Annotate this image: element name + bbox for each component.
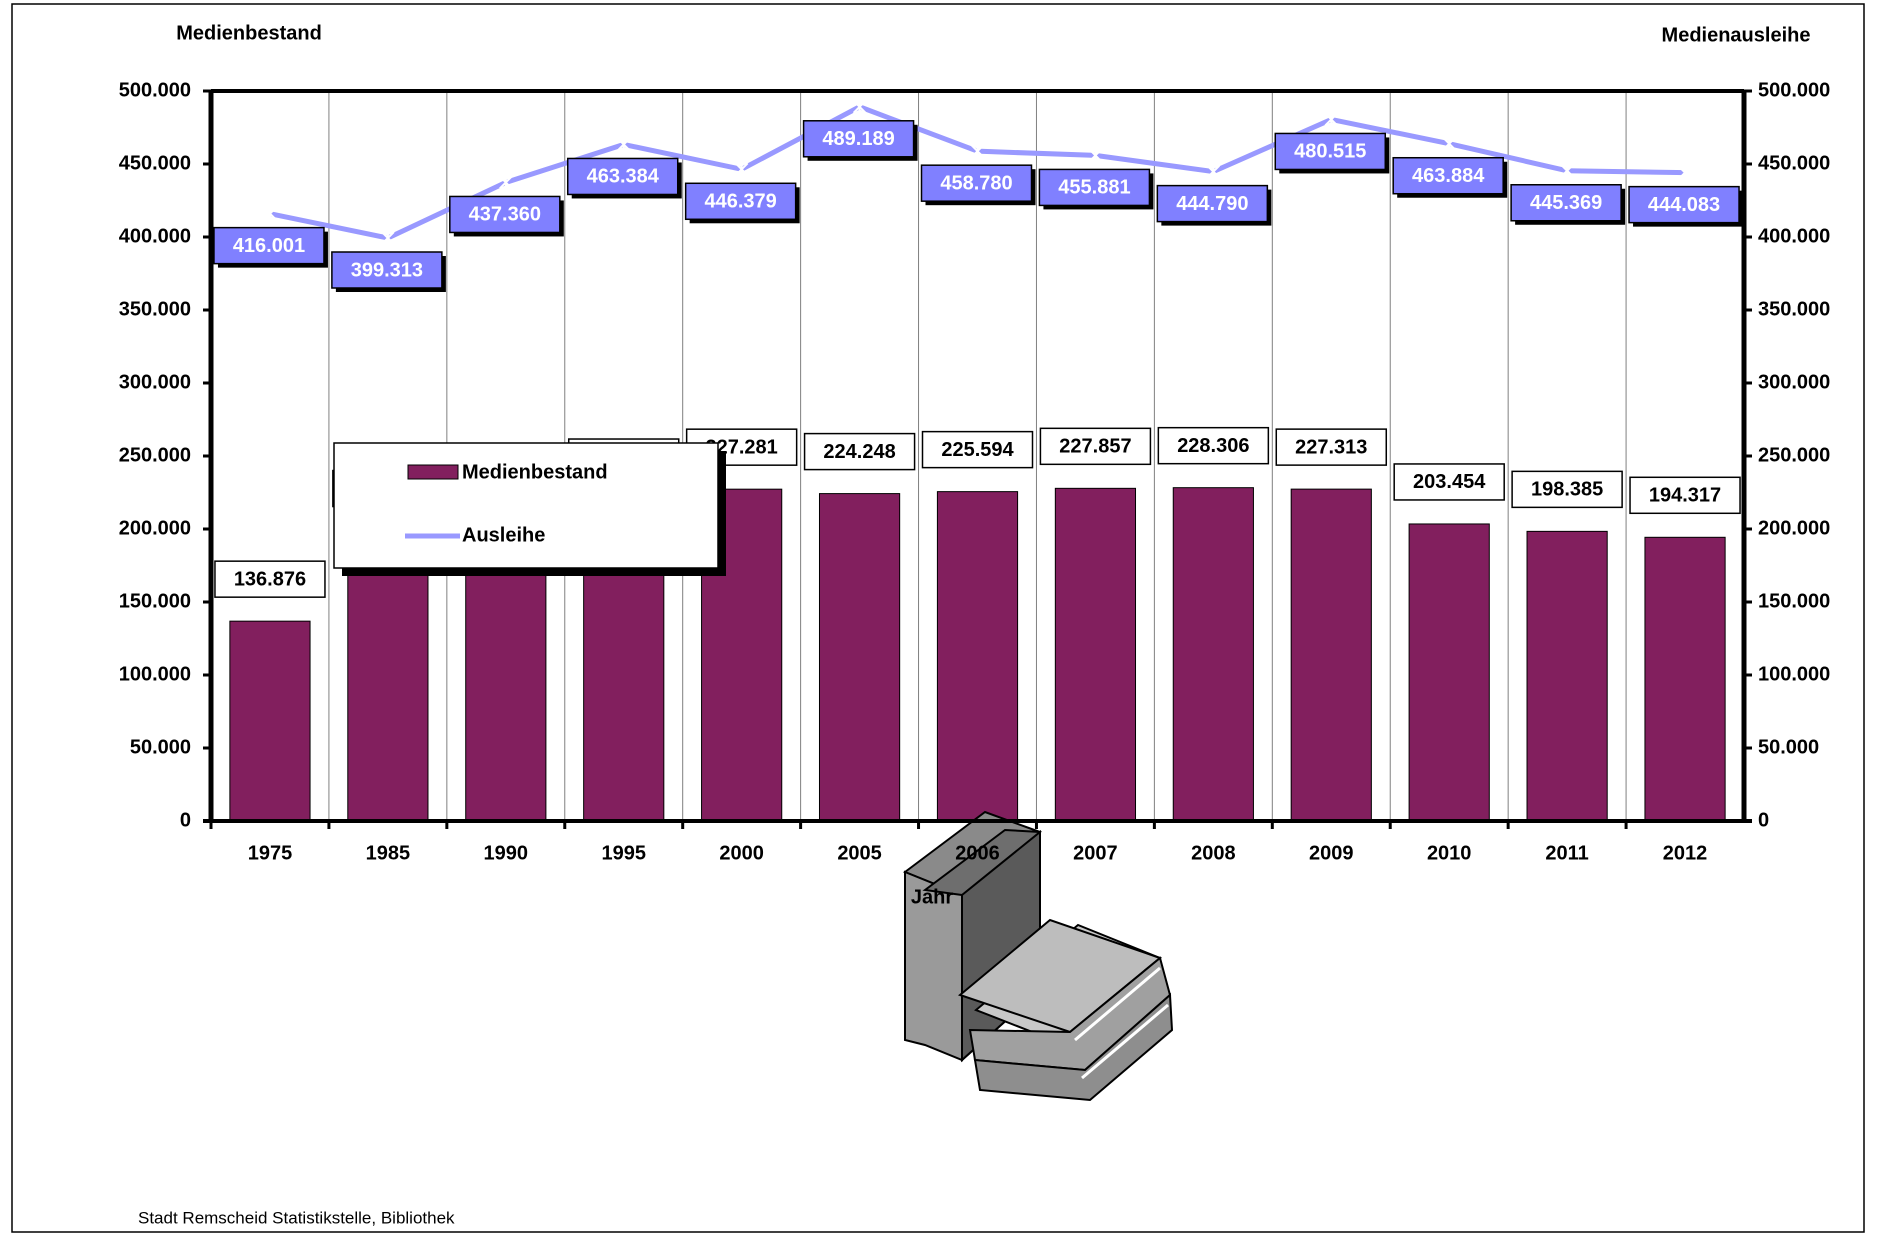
bar-label: 203.454	[1413, 471, 1486, 493]
y2-tick-label: 250.000	[1758, 444, 1830, 466]
line-label: 463.884	[1412, 165, 1485, 187]
line-label: 489.189	[822, 128, 894, 150]
y-tick-label: 300.000	[119, 371, 191, 393]
line-label: 455.881	[1058, 177, 1130, 199]
x-tick-label: 1975	[248, 842, 293, 864]
line-label: 437.360	[469, 204, 541, 226]
x-axis-title: Jahr	[911, 886, 953, 908]
line-label: 444.790	[1176, 193, 1248, 215]
line-label: 444.083	[1648, 194, 1720, 216]
legend-label: Ausleihe	[462, 524, 545, 546]
bar	[1055, 488, 1135, 821]
line-label: 399.313	[351, 259, 423, 281]
bar-label: 227.857	[1059, 436, 1131, 458]
bar-label: 227.313	[1295, 436, 1367, 458]
y2-tick-label: 0	[1758, 809, 1769, 831]
y-tick-label: 200.000	[119, 517, 191, 539]
bar-label: 194.317	[1649, 485, 1721, 507]
y2-tick-label: 350.000	[1758, 298, 1830, 320]
bar	[819, 494, 899, 821]
y2-tick-label: 500.000	[1758, 79, 1830, 101]
bar	[230, 621, 310, 821]
line-label: 480.515	[1294, 141, 1366, 163]
x-tick-label: 2005	[837, 842, 882, 864]
bar	[1645, 537, 1725, 821]
chart: 0 50.000 100.000 150.000 200.000 250.000 300.0…	[0, 0, 1877, 1237]
y-tick-label: 450.000	[119, 152, 191, 174]
y-tick-label: 400.000	[119, 225, 191, 247]
y2-tick-label: 450.000	[1758, 152, 1830, 174]
line-label: 446.379	[705, 191, 777, 213]
x-tick-label: 1995	[601, 842, 646, 864]
bar-label: 225.594	[941, 439, 1014, 461]
source-note: Stadt Remscheid Statistikstelle, Bibliot…	[138, 1208, 455, 1227]
line-label: 458.780	[940, 172, 1012, 194]
bar-label: 224.248	[823, 441, 895, 463]
x-tick-label: 2012	[1663, 842, 1708, 864]
line-label: 445.369	[1530, 192, 1602, 214]
line-label: 416.001	[233, 235, 305, 257]
x-tick-label: 1990	[484, 842, 529, 864]
y-tick-label: 50.000	[130, 736, 191, 758]
y-axis-title: Medienbestand	[176, 22, 322, 44]
y-tick-label: 350.000	[119, 298, 191, 320]
legend: Medienbestand Ausleihe	[334, 443, 726, 576]
x-tick-label: 2007	[1073, 842, 1118, 864]
y-tick-label: 100.000	[119, 663, 191, 685]
y-tick-label: 0	[180, 809, 191, 831]
x-tick-label: 1985	[366, 842, 411, 864]
y2-tick-label: 400.000	[1758, 225, 1830, 247]
y-tick-label: 150.000	[119, 590, 191, 612]
y2-tick-label: 300.000	[1758, 371, 1830, 393]
bar	[1173, 488, 1253, 821]
y-tick-label: 250.000	[119, 444, 191, 466]
line-label: 463.384	[587, 166, 660, 188]
x-tick-label: 2006	[955, 842, 1000, 864]
bar	[1291, 489, 1371, 821]
bar-label: 136.876	[234, 568, 306, 590]
legend-label: Medienbestand	[462, 461, 608, 483]
y2-tick-label: 100.000	[1758, 663, 1830, 685]
bar	[1527, 531, 1607, 821]
bar-label: 228.306	[1177, 435, 1249, 457]
y2-tick-label: 200.000	[1758, 517, 1830, 539]
x-tick-label: 2008	[1191, 842, 1236, 864]
x-tick-label: 2010	[1427, 842, 1472, 864]
bar-label: 198.385	[1531, 479, 1603, 501]
y2-tick-label: 50.000	[1758, 736, 1819, 758]
y2-axis-title: Medienausleihe	[1662, 24, 1811, 46]
y-tick-label: 500.000	[119, 79, 191, 101]
x-tick-label: 2009	[1309, 842, 1354, 864]
x-tick-label: 2011	[1545, 842, 1588, 864]
y2-tick-label: 150.000	[1758, 590, 1830, 612]
legend-swatch	[408, 465, 458, 479]
x-tick-label: 2000	[719, 842, 764, 864]
bar	[937, 492, 1017, 821]
bar	[1409, 524, 1489, 821]
